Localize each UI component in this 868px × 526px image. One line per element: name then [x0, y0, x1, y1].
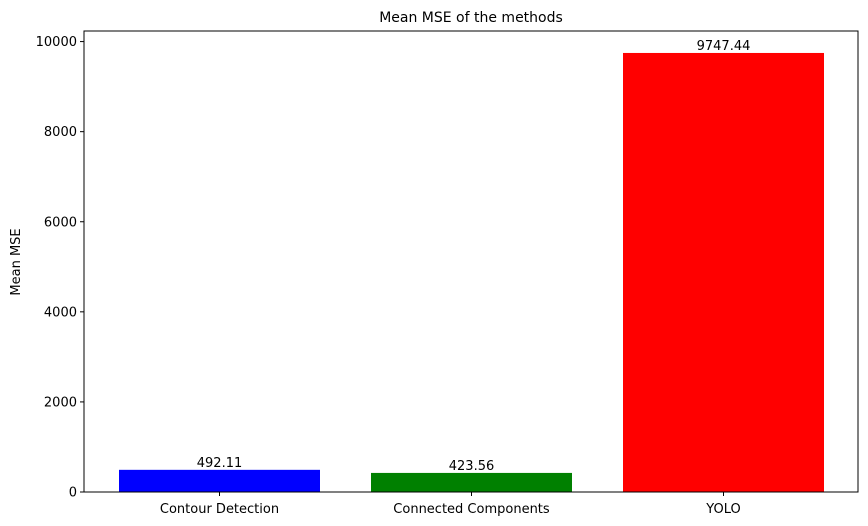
y-tick-label: 4000 [44, 305, 77, 320]
x-tick-label: Connected Components [393, 502, 550, 517]
bar-yolo [623, 52, 824, 492]
y-tick-label: 2000 [44, 395, 77, 410]
chart-title: Mean MSE of the methods [379, 10, 563, 26]
data-label: 9747.44 [697, 39, 751, 54]
x-tick-label: Contour Detection [160, 502, 279, 517]
bar-contour-detection [119, 469, 320, 492]
y-tick-label: 10000 [36, 35, 77, 50]
plot-frame [83, 30, 859, 493]
x-tick-label: YOLO [705, 502, 740, 517]
data-label: 492.11 [197, 456, 243, 471]
data-label: 423.56 [449, 459, 495, 474]
y-tick-label: 8000 [44, 125, 77, 140]
plot-area: 492.11 Contour Detection 423.56 Connected C… [36, 30, 859, 517]
bar-connected-components [371, 472, 572, 492]
y-axis-label: Mean MSE [9, 228, 24, 295]
y-tick-label: 6000 [44, 215, 77, 230]
y-tick-label: 0 [69, 486, 77, 501]
